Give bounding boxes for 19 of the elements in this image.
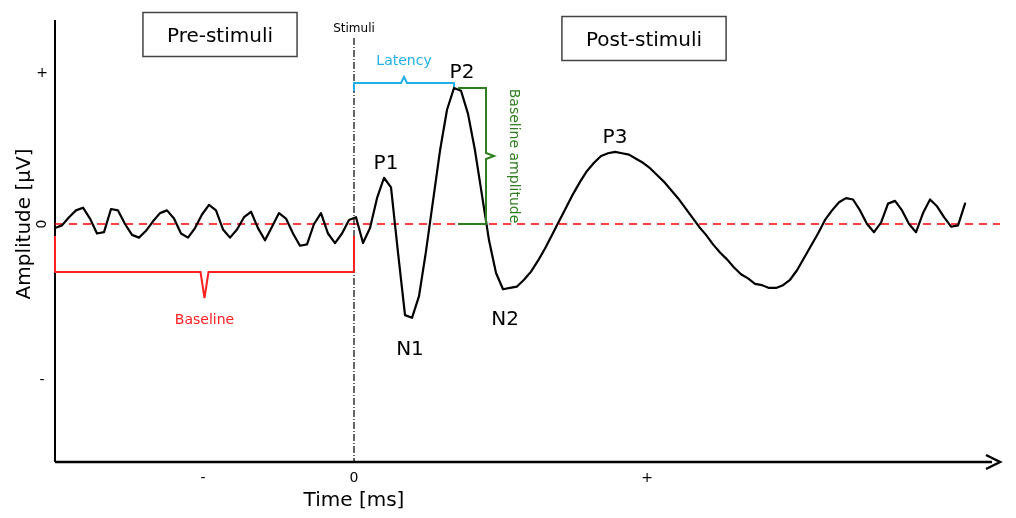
text: Latency (376, 52, 432, 68)
annotation: Baseline (174, 311, 235, 327)
annotation: N1 (396, 336, 424, 361)
text: Stimuli (333, 20, 375, 35)
annotation: P3 (602, 124, 628, 149)
annotation: Baseline amplitude (507, 88, 524, 224)
annotation: P2 (449, 58, 475, 83)
annotation: P1 (373, 150, 399, 175)
text: + (36, 64, 48, 80)
annotation: N2 (491, 305, 519, 330)
text: + (641, 469, 653, 485)
text: 0 (33, 219, 49, 229)
text: Pre-stimuli (166, 22, 274, 47)
text: Time [ms] (302, 486, 405, 511)
y-axis-title: Amplitude [μV] (11, 148, 35, 300)
text: - (200, 469, 206, 485)
text: Post-stimuli (585, 26, 703, 51)
text: - (39, 371, 45, 387)
text: 0 (349, 469, 359, 485)
